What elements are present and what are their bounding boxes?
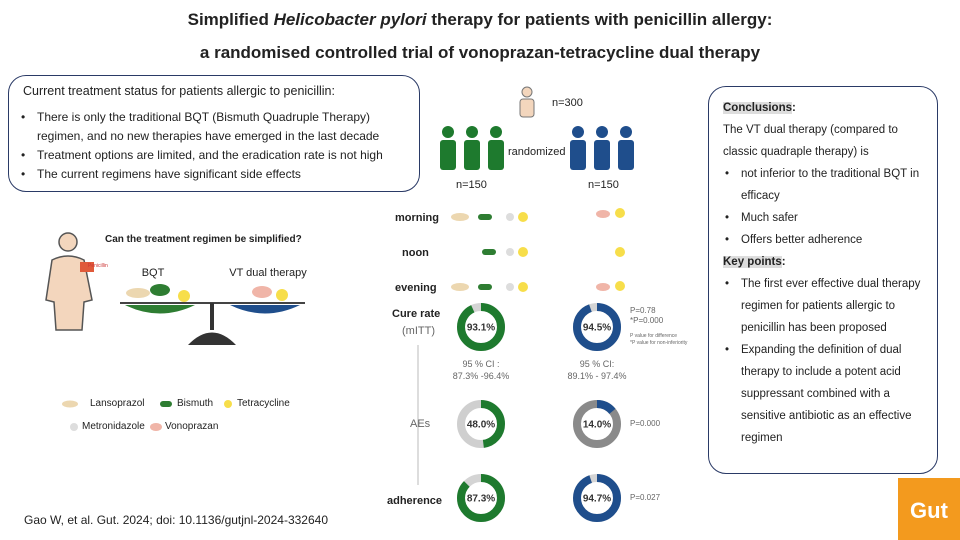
title-text: therapy for patients with penicillin all… — [431, 10, 773, 29]
ci-text: 95 % CI : — [462, 359, 500, 369]
legend-item: Vonoprazan — [165, 421, 219, 432]
legend-icons — [62, 400, 232, 431]
p-value: *P=0.000 — [630, 316, 664, 325]
outcome-label: AEs — [410, 418, 431, 430]
ci-text: 87.3% -96.4% — [452, 371, 510, 381]
conclusions-content: Conclusions: The VT dual therapy (compar… — [723, 97, 928, 449]
conclusion-item: Offers better adherence — [723, 229, 928, 251]
p-values: P=0.78 *P=0.000 — [630, 306, 663, 326]
logo-box — [898, 478, 960, 540]
p-note: *P value for non-inferiority — [630, 340, 688, 346]
donut-arc — [573, 400, 621, 448]
title-line-1: Simplified Helicobacter pylori therapy f… — [0, 10, 960, 30]
donut-label: 14.0% — [583, 420, 611, 431]
title-line-2: a randomised controlled trial of vonopra… — [199, 43, 761, 62]
status-heading: Current treatment status for patients al… — [23, 84, 335, 98]
donut-label: 94.7% — [583, 494, 611, 505]
donut-arc — [573, 474, 621, 522]
outcome-label: adherence — [387, 495, 443, 507]
time-label: morning — [395, 212, 439, 224]
status-item: Treatment options are limited, and the e… — [19, 146, 407, 165]
donut-label: 93.1% — [467, 323, 495, 334]
donut-arc — [457, 400, 505, 448]
conclusion-item: Much safer — [723, 207, 928, 229]
status-list: There is only the traditional BQT (Bismu… — [19, 108, 407, 184]
conclusions-box: Conclusions: The VT dual therapy (compar… — [708, 86, 938, 474]
conclusions-list: not inferior to the traditional BQT in e… — [723, 163, 928, 251]
p-value: P=0.027 — [630, 493, 661, 502]
donut-arc — [573, 303, 621, 351]
ci-text: 89.1% - 97.4% — [567, 371, 627, 381]
title-text: Simplified — [187, 10, 269, 29]
key-heading: Key points — [723, 256, 782, 268]
p-value: P=0.78 — [630, 306, 656, 315]
p-value: P=0.000 — [630, 419, 661, 428]
time-label: noon — [402, 247, 429, 259]
balance-scale — [120, 284, 305, 345]
trial-icons — [440, 86, 634, 170]
ci-right: 95 % CI: 89.1% - 97.4% — [567, 358, 626, 382]
status-item: The current regimens have significant si… — [19, 165, 407, 184]
key-item: Expanding the definition of dual therapy… — [723, 339, 928, 449]
penicillin-label: Penicillin — [88, 263, 108, 269]
donut-label: 94.5% — [583, 323, 611, 334]
penicillin-icon — [80, 262, 94, 272]
logo: Gut — [910, 498, 949, 523]
citation: Gao W, et al. Gut. 2024; doi: 10.1136/gu… — [24, 513, 328, 527]
randomized-label: randomized — [508, 146, 566, 158]
n-left: n=150 — [456, 179, 487, 191]
outcome-label: Cure rate — [392, 308, 441, 320]
regimen-left: BQT — [141, 267, 165, 279]
legend-item: Metronidazole — [82, 421, 145, 432]
time-label: evening — [395, 282, 437, 294]
outcome-sub: (mITT) — [402, 325, 435, 337]
trial-total: n=300 — [552, 97, 583, 109]
key-list: The first ever effective dual therapy re… — [723, 273, 928, 449]
donut-arc — [457, 303, 505, 351]
p-notes: P value for difference *P value for non-i… — [630, 333, 687, 347]
legend-item: Tetracycline — [237, 398, 290, 409]
donut-label: 48.0% — [467, 420, 495, 431]
donut-arc — [457, 474, 505, 522]
regimen-right: VT dual therapy — [229, 267, 307, 279]
dosing-pills — [451, 208, 625, 292]
p-note: P value for difference — [630, 333, 678, 339]
patient-icon — [45, 232, 93, 331]
conclusions-intro: The VT dual therapy (compared to classic… — [723, 124, 898, 158]
legend-item: Bismuth — [177, 398, 214, 409]
status-box: Current treatment status for patients al… — [8, 75, 420, 192]
conclusion-item: not inferior to the traditional BQT in e… — [723, 163, 928, 207]
ci-text: 95 % CI: — [579, 359, 615, 369]
legend-item: Lansoprazol — [90, 398, 145, 409]
key-item: The first ever effective dual therapy re… — [723, 273, 928, 339]
conclusions-heading: Conclusions — [723, 102, 793, 114]
donut-label: 87.3% — [467, 494, 495, 505]
status-item: There is only the traditional BQT (Bismu… — [19, 108, 407, 146]
question: Can the treatment regimen be simplified? — [105, 234, 302, 245]
donuts: 93.1% 94.5% 48.0% 14.0% 87.3% 94.7% — [457, 303, 621, 522]
ci-left: 95 % CI : 87.3% -96.4% — [453, 358, 510, 382]
n-right: n=150 — [588, 179, 619, 191]
title-italic: Helicobacter pylori — [273, 10, 427, 29]
